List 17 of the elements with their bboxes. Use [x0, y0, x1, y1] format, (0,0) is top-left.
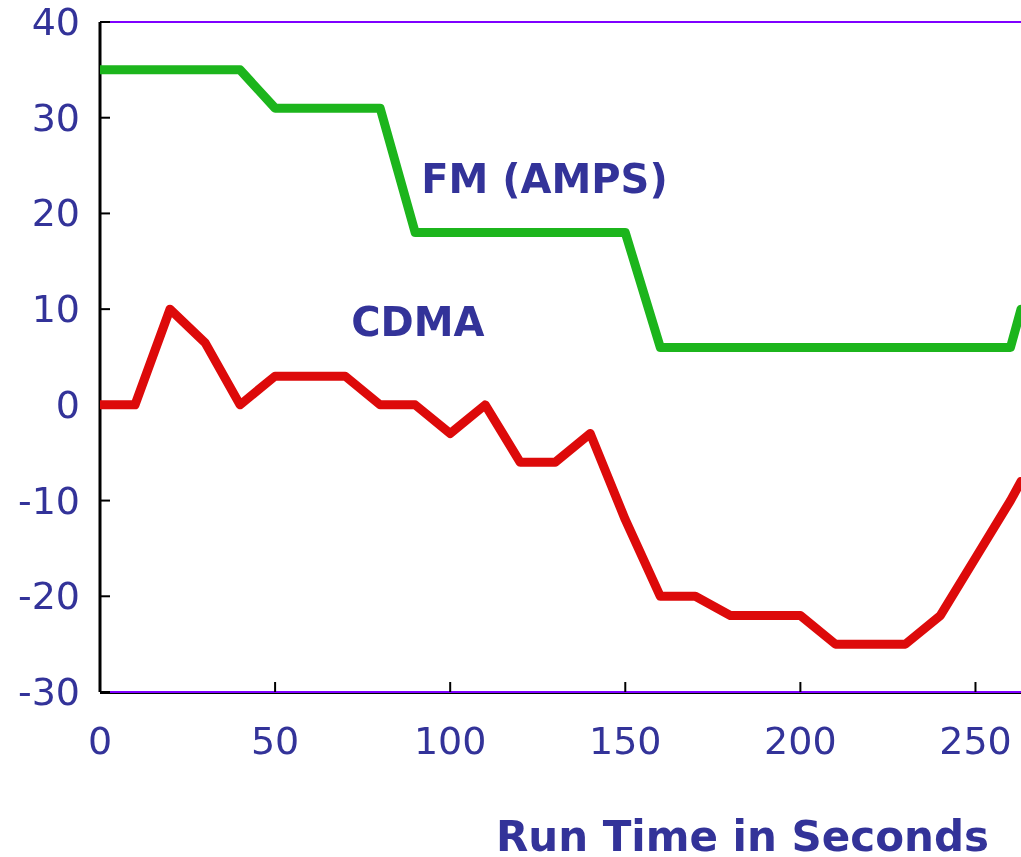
y-tick-label: -20 [17, 574, 80, 619]
y-tick-label: 10 [31, 287, 80, 332]
x-tick-label: 0 [87, 719, 113, 763]
x-tick-label: 250 [939, 719, 1012, 763]
y-tick-label: 0 [55, 382, 80, 427]
x-tick-label: 50 [250, 719, 300, 763]
y-tick-label: 40 [31, 0, 80, 44]
y-tick-label: -30 [17, 670, 80, 714]
x-tick-label: 150 [589, 719, 662, 763]
series-label: FM (AMPS) [421, 155, 668, 202]
y-tick-label: -10 [17, 478, 80, 523]
y-tick-label: 20 [31, 191, 80, 236]
y-tick-label: 30 [31, 95, 80, 140]
x-tick-label: 200 [764, 719, 837, 763]
x-axis-title: Run Time in Seconds [495, 812, 989, 857]
series-label: CDMA [351, 299, 485, 346]
x-tick-label: 100 [413, 719, 487, 763]
